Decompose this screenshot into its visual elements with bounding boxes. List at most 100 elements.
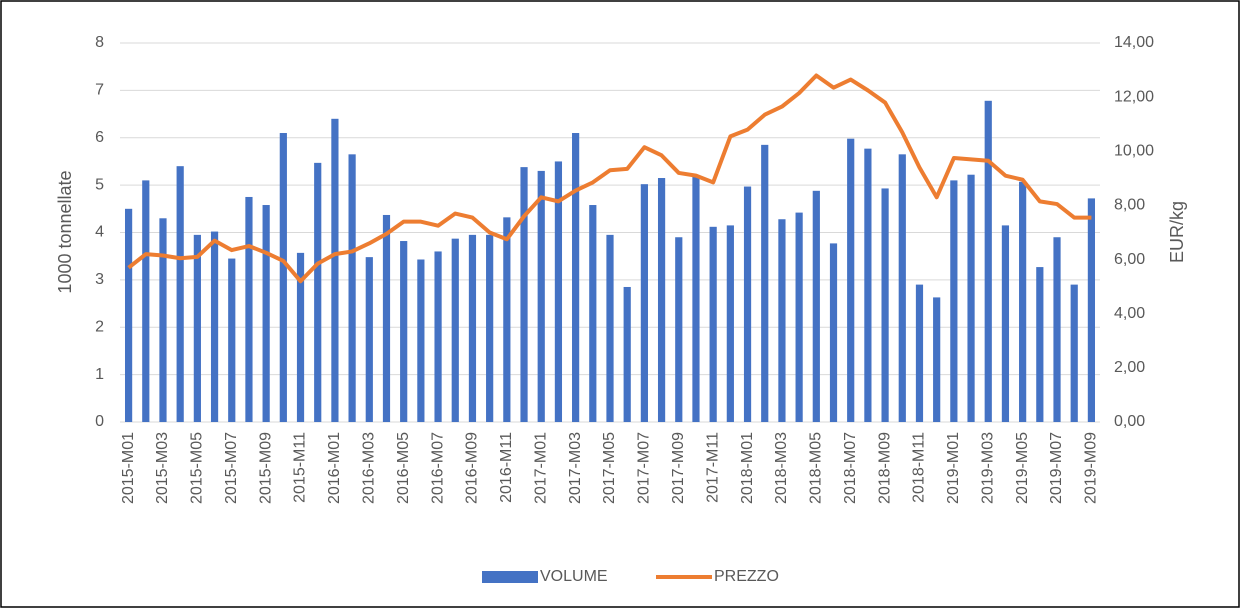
y2-tick-label: 8,00 xyxy=(1114,197,1145,214)
bar xyxy=(434,251,442,422)
x-tick-label: 2017-M05 xyxy=(601,432,618,504)
x-tick-label: 2016-M01 xyxy=(326,432,343,504)
bar xyxy=(1036,267,1044,422)
x-tick-label: 2015-M09 xyxy=(257,432,274,504)
bar xyxy=(159,218,167,422)
bar xyxy=(1087,198,1096,422)
bar xyxy=(193,234,201,422)
x-tick-label: 2016-M05 xyxy=(395,432,412,504)
y-tick-label: 8 xyxy=(95,34,104,51)
x-tick-label: 2018-M09 xyxy=(876,432,893,504)
bar xyxy=(176,166,184,422)
bar xyxy=(1001,225,1010,422)
bar xyxy=(623,286,631,422)
bar xyxy=(984,100,992,423)
bar xyxy=(468,234,477,422)
bar xyxy=(124,208,133,422)
x-tick-label: 2015-M01 xyxy=(120,432,137,504)
bar xyxy=(1019,181,1027,422)
x-tick-label: 2016-M03 xyxy=(361,432,378,504)
bar xyxy=(950,180,958,422)
bar xyxy=(1070,284,1078,422)
x-tick-label: 2015-M07 xyxy=(223,432,240,504)
bar xyxy=(606,234,614,422)
y-tick-label: 5 xyxy=(95,176,104,193)
legend-swatch xyxy=(482,571,538,583)
bar xyxy=(761,144,769,422)
x-tick-label: 2017-M07 xyxy=(636,432,653,504)
x-tick-label: 2017-M09 xyxy=(670,432,687,504)
y2-tick-label: 6,00 xyxy=(1114,251,1145,268)
x-tick-label: 2016-M11 xyxy=(498,432,515,503)
bar xyxy=(915,284,924,422)
y-tick-label: 3 xyxy=(95,271,104,288)
bar xyxy=(382,214,391,422)
bar xyxy=(657,178,666,422)
y-axis-label: 1000 tonnellate xyxy=(55,170,75,293)
bar xyxy=(537,170,545,422)
y-tick-label: 4 xyxy=(95,224,104,241)
y2-tick-label: 2,00 xyxy=(1114,359,1145,376)
legend-label: PREZZO xyxy=(714,568,779,585)
x-tick-label: 2016-M07 xyxy=(429,432,446,504)
bar xyxy=(847,138,855,422)
bar xyxy=(743,186,752,422)
bar xyxy=(296,252,305,422)
bar xyxy=(881,188,889,422)
bar xyxy=(554,161,563,422)
bar xyxy=(640,184,648,422)
bar xyxy=(933,297,941,422)
bar xyxy=(795,212,803,422)
bar xyxy=(1053,237,1061,422)
x-tick-label: 2015-M11 xyxy=(292,432,309,503)
bar xyxy=(451,238,459,422)
x-tick-label: 2018-M05 xyxy=(808,432,825,504)
legend-label: VOLUME xyxy=(540,568,608,585)
y-tick-label: 7 xyxy=(95,82,104,99)
y-tick-label: 2 xyxy=(95,318,104,335)
bar xyxy=(709,226,717,422)
bar xyxy=(675,237,683,422)
x-tick-label: 2019-M01 xyxy=(945,432,962,504)
x-tick-label: 2017-M01 xyxy=(532,432,549,504)
bar xyxy=(589,205,597,422)
bar xyxy=(778,219,786,422)
bar xyxy=(400,241,408,422)
y2-tick-label: 12,00 xyxy=(1114,88,1154,105)
y2-tick-label: 14,00 xyxy=(1114,34,1154,51)
bar xyxy=(314,162,322,422)
x-tick-label: 2015-M05 xyxy=(189,432,206,504)
bar xyxy=(864,148,872,423)
bar xyxy=(262,205,270,422)
bar xyxy=(417,259,425,422)
bar xyxy=(486,234,494,422)
x-tick-label: 2017-M03 xyxy=(567,432,584,504)
bar xyxy=(228,258,236,422)
x-tick-label: 2019-M05 xyxy=(1014,432,1031,504)
bar xyxy=(348,154,356,423)
x-tick-label: 2015-M03 xyxy=(154,432,171,504)
x-tick-label: 2019-M07 xyxy=(1048,432,1065,504)
x-tick-label: 2018-M03 xyxy=(773,432,790,504)
bar xyxy=(210,231,219,422)
y2-tick-label: 10,00 xyxy=(1114,143,1154,160)
y2-axis-label: EUR/kg xyxy=(1167,201,1187,263)
x-tick-label: 2016-M09 xyxy=(464,432,481,504)
x-tick-label: 2018-M01 xyxy=(739,432,756,504)
x-tick-label: 2019-M09 xyxy=(1083,432,1100,504)
y2-tick-label: 4,00 xyxy=(1114,305,1145,322)
bar xyxy=(726,225,734,422)
y-tick-label: 1 xyxy=(95,366,104,383)
bar xyxy=(331,118,339,423)
bar xyxy=(572,133,580,422)
y-tick-label: 0 xyxy=(95,413,104,430)
y-tick-label: 6 xyxy=(95,129,104,146)
bar xyxy=(812,190,820,422)
bar xyxy=(279,133,287,422)
x-tick-label: 2018-M07 xyxy=(842,432,859,504)
bar xyxy=(365,257,373,422)
bar xyxy=(967,174,975,422)
bar xyxy=(503,217,511,422)
x-tick-label: 2017-M11 xyxy=(704,432,721,503)
